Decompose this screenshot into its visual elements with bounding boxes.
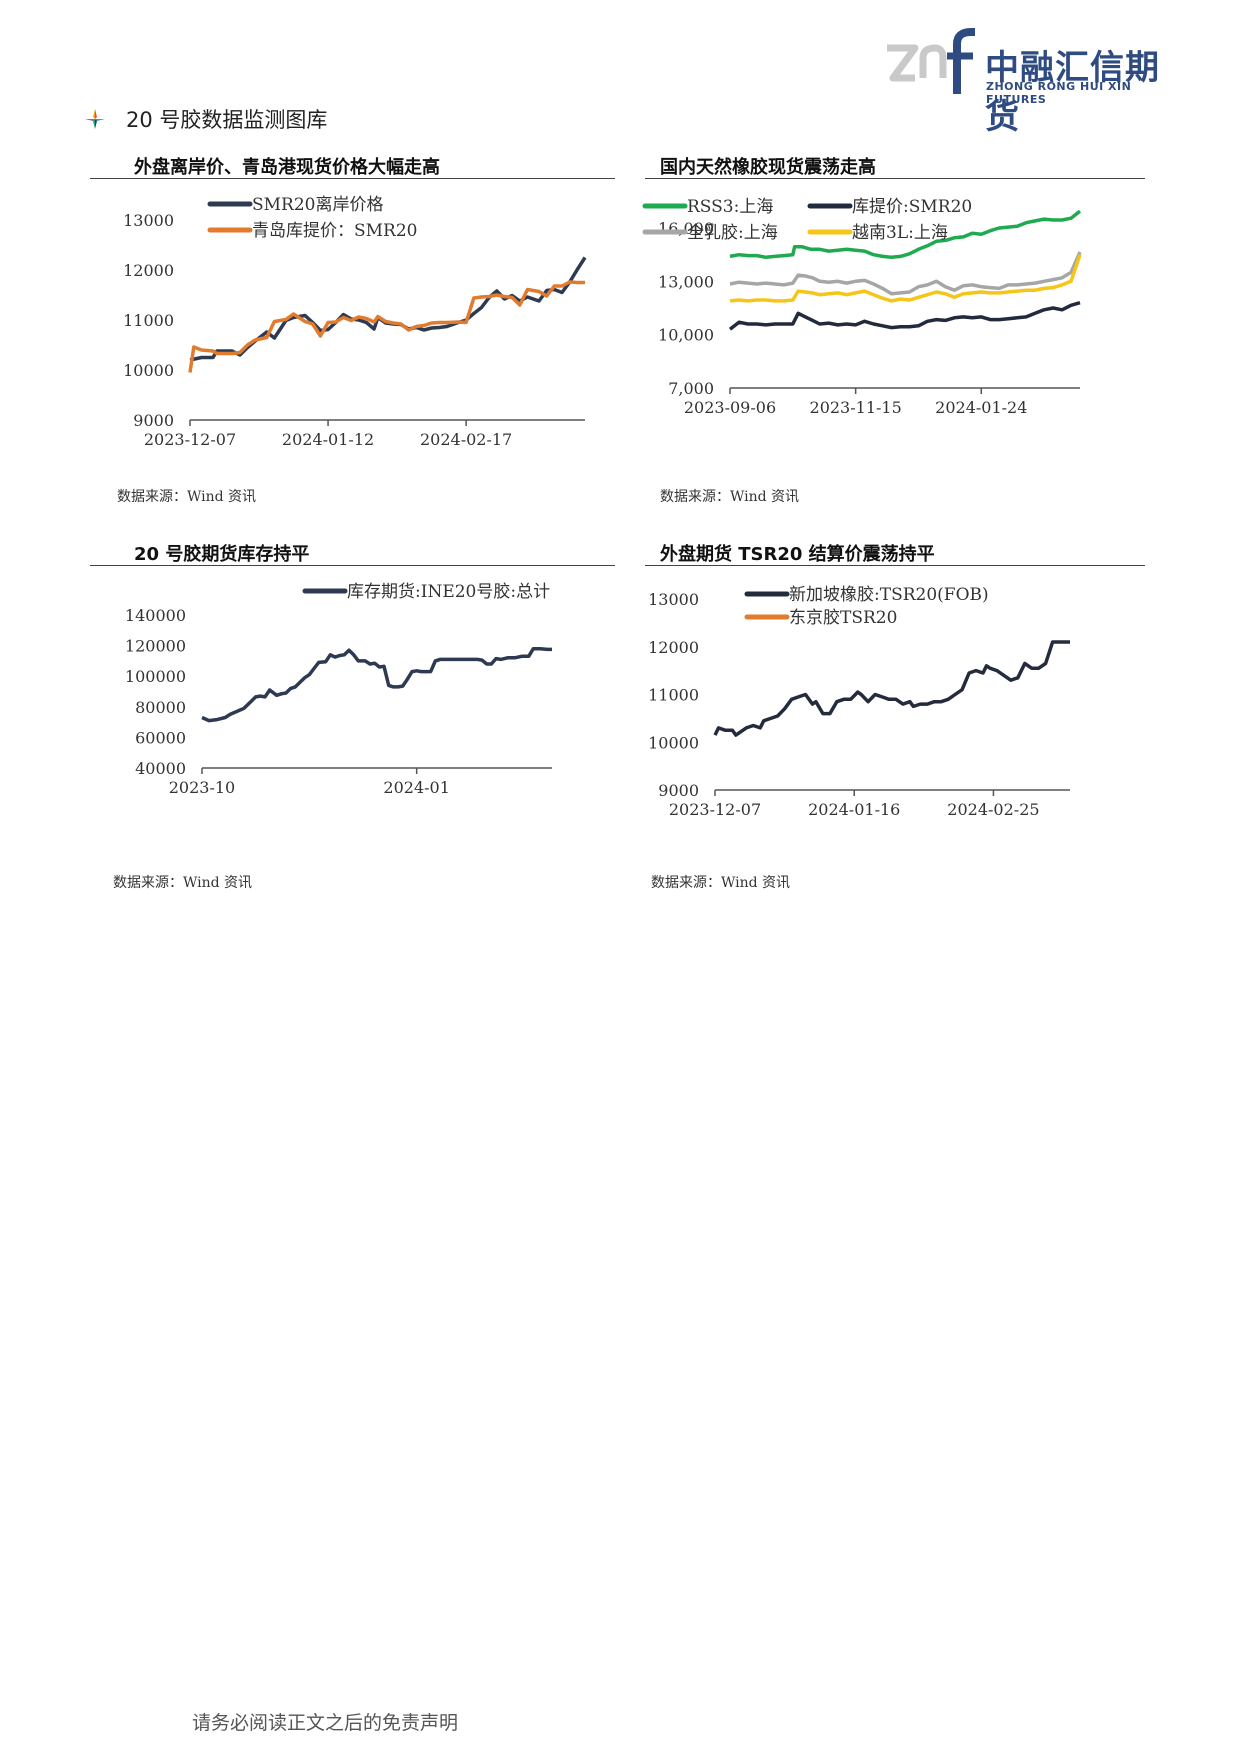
y-tick-label: 11000 — [123, 311, 174, 330]
y-tick-label: 10,000 — [658, 326, 714, 345]
y-tick-label: 40000 — [135, 759, 186, 778]
title-rule — [645, 565, 1145, 566]
diamond-bullet-icon — [85, 109, 105, 129]
y-tick-label: 13000 — [123, 211, 174, 230]
y-tick-label: 60000 — [135, 728, 186, 747]
chart-title: 20 号胶期货库存持平 — [134, 544, 310, 565]
y-tick-label: 7,000 — [668, 379, 714, 398]
title-rule — [645, 178, 1145, 179]
legend-label: 东京胶TSR20 — [789, 608, 897, 628]
x-tick-label: 2023-10 — [169, 778, 235, 797]
data-source: 数据来源：Wind 资讯 — [117, 489, 257, 505]
y-tick-label: 80000 — [135, 698, 186, 717]
series-line-3 — [729, 251, 1082, 296]
x-tick-label: 2024-01-24 — [935, 398, 1027, 417]
y-tick-label: 140000 — [125, 606, 186, 625]
data-source: 数据来源：Wind 资讯 — [660, 489, 800, 505]
x-tick-label: 2023-09-06 — [684, 398, 776, 417]
y-tick-label: 12000 — [123, 261, 174, 280]
x-tick-label: 2024-02-17 — [420, 430, 512, 449]
series-line-1 — [201, 646, 552, 723]
logo-english-name: ZHONG RONG HUI XIN FUTURES — [986, 80, 1132, 106]
company-logo: 中融汇信期货 ZHONG RONG HUI XIN FUTURES — [885, 28, 1175, 137]
legend-label: SMR20离岸价格 — [252, 195, 383, 215]
chart-title: 外盘期货 TSR20 结算价震荡持平 — [660, 544, 935, 565]
x-tick-label: 2024-01 — [383, 778, 449, 797]
y-tick-label: 100000 — [125, 667, 186, 686]
logo-chinese-name: 中融汇信期货 — [985, 48, 1160, 137]
chart-svg: 140000 120000 100000 80000 60000 400002023-10… — [125, 582, 552, 797]
y-tick-label: 12000 — [648, 638, 699, 657]
data-source: 数据来源：Wind 资讯 — [113, 875, 253, 891]
legend-label: 库提价:SMR20 — [852, 197, 972, 217]
legend-label: 青岛库提价：SMR20 — [252, 221, 417, 241]
series-line-1 — [729, 209, 1082, 260]
legend-label: 越南3L:上海 — [852, 223, 948, 243]
y-tick-label: 10000 — [123, 361, 174, 380]
x-tick-label: 2023-11-15 — [810, 398, 902, 417]
y-tick-label: 9000 — [658, 781, 699, 800]
x-tick-label: 2024-02-25 — [947, 800, 1039, 819]
legend-label: 库存期货:INE20号胶:总计 — [347, 582, 550, 602]
title-rule — [90, 565, 615, 566]
series-line-4 — [729, 254, 1082, 303]
legend-label: 全乳胶:上海 — [687, 223, 778, 243]
x-tick-label: 2023-12-07 — [669, 800, 761, 819]
y-tick-label: 13000 — [648, 590, 699, 609]
series-line-2 — [728, 301, 1081, 331]
x-tick-label: 2024-01-12 — [282, 430, 374, 449]
chart-title: 国内天然橡胶现货震荡走高 — [660, 157, 876, 178]
y-tick-label: 10000 — [648, 733, 699, 752]
series-line-1 — [713, 640, 1070, 737]
section-title-text: 20 号胶数据监测图库 — [126, 108, 328, 132]
legend-label: 新加坡橡胶:TSR20(FOB) — [789, 585, 989, 605]
y-tick-label: 13,000 — [658, 272, 714, 291]
data-source: 数据来源：Wind 资讯 — [651, 875, 791, 891]
series-line-2 — [188, 280, 585, 373]
znf-logo-mark-icon — [887, 28, 975, 94]
x-tick-label: 2023-12-07 — [144, 430, 236, 449]
y-tick-label: 9000 — [133, 411, 174, 430]
y-tick-label: 11000 — [648, 686, 699, 705]
chart-title: 外盘离岸价、青岛港现货价格大幅走高 — [134, 157, 440, 178]
title-rule — [90, 178, 615, 179]
legend-label: RSS3:上海 — [687, 197, 773, 217]
section-title: 20 号胶数据监测图库 — [84, 104, 327, 134]
y-tick-label: 120000 — [125, 637, 186, 656]
x-tick-label: 2024-01-16 — [808, 800, 900, 819]
disclaimer-footer: 请务必阅读正文之后的免责声明 — [192, 1712, 459, 1734]
